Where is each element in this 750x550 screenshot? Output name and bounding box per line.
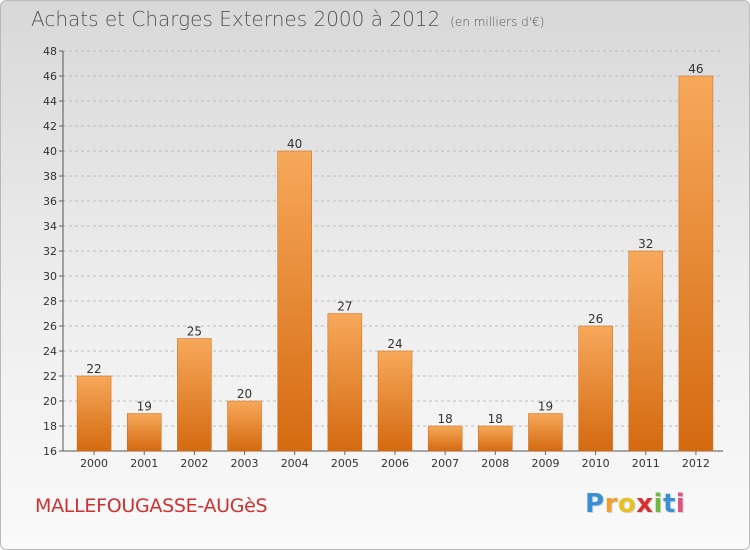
y-tick-label: 20 bbox=[43, 395, 57, 408]
data-label: 19 bbox=[137, 400, 152, 414]
bar bbox=[227, 400, 262, 452]
data-label: 20 bbox=[237, 387, 252, 401]
bar bbox=[678, 75, 714, 452]
x-tick-label: 2005 bbox=[331, 457, 359, 470]
y-tick-label: 18 bbox=[43, 420, 57, 433]
logo-letter: r bbox=[604, 489, 618, 519]
data-label: 22 bbox=[86, 362, 101, 376]
bar bbox=[628, 250, 664, 452]
y-tick-label: 38 bbox=[43, 170, 57, 183]
logo-letter: i bbox=[653, 489, 663, 519]
bar bbox=[76, 375, 112, 452]
x-tick-label: 2004 bbox=[281, 457, 309, 470]
logo-letter: t bbox=[662, 489, 676, 519]
logo-letter: P bbox=[585, 489, 605, 519]
data-label: 18 bbox=[438, 412, 453, 426]
x-tick-label: 2000 bbox=[80, 457, 108, 470]
y-tick-label: 48 bbox=[43, 45, 57, 58]
y-tick-label: 40 bbox=[43, 145, 57, 158]
bar bbox=[427, 425, 463, 452]
data-label: 32 bbox=[638, 237, 653, 251]
bar bbox=[528, 413, 563, 452]
y-tick-label: 16 bbox=[43, 445, 57, 458]
y-tick-label: 24 bbox=[43, 345, 57, 358]
bar bbox=[327, 313, 363, 452]
x-tick-label: 2012 bbox=[682, 457, 710, 470]
data-label: 18 bbox=[488, 412, 503, 426]
x-tick-label: 2008 bbox=[481, 457, 509, 470]
chart-title-text: Achats et Charges Externes 2000 à 2012 bbox=[31, 7, 441, 31]
y-tick-label: 26 bbox=[43, 320, 57, 333]
bar bbox=[177, 338, 212, 452]
logo-letter: o bbox=[617, 489, 637, 519]
y-tick-label: 28 bbox=[43, 295, 57, 308]
chart-title: Achats et Charges Externes 2000 à 2012 (e… bbox=[31, 7, 544, 31]
y-tick-label: 22 bbox=[43, 370, 57, 383]
bar bbox=[578, 325, 613, 452]
x-tick-label: 2009 bbox=[531, 457, 559, 470]
chart-unit: (en milliers d'€) bbox=[450, 15, 545, 29]
y-tick-label: 46 bbox=[43, 70, 57, 83]
bar bbox=[126, 413, 162, 452]
y-tick-label: 32 bbox=[43, 245, 57, 258]
y-tick-label: 36 bbox=[43, 195, 57, 208]
y-tick-label: 34 bbox=[43, 220, 57, 233]
data-label: 24 bbox=[387, 337, 402, 351]
y-tick-label: 42 bbox=[43, 120, 57, 133]
proxiti-logo: Proxiti bbox=[585, 489, 685, 519]
bar bbox=[478, 425, 513, 452]
y-tick-label: 30 bbox=[43, 270, 57, 283]
bar bbox=[277, 150, 312, 452]
x-tick-label: 2006 bbox=[381, 457, 409, 470]
data-label: 40 bbox=[287, 137, 302, 151]
x-tick-label: 2003 bbox=[231, 457, 259, 470]
logo-letter: i bbox=[675, 489, 686, 519]
bar bbox=[377, 350, 413, 452]
x-tick-label: 2011 bbox=[632, 457, 660, 470]
data-label: 26 bbox=[588, 312, 603, 326]
data-label: 19 bbox=[538, 400, 553, 414]
y-tick-label: 44 bbox=[43, 95, 57, 108]
x-tick-label: 2007 bbox=[431, 457, 459, 470]
x-tick-label: 2010 bbox=[582, 457, 610, 470]
data-label: 46 bbox=[688, 62, 703, 76]
data-label: 25 bbox=[187, 325, 202, 339]
commune-name: MALLEFOUGASSE-AUGèS bbox=[35, 495, 268, 517]
data-label: 27 bbox=[337, 300, 352, 314]
x-tick-label: 2002 bbox=[180, 457, 208, 470]
x-tick-label: 2001 bbox=[130, 457, 158, 470]
logo-letter: x bbox=[636, 489, 654, 519]
